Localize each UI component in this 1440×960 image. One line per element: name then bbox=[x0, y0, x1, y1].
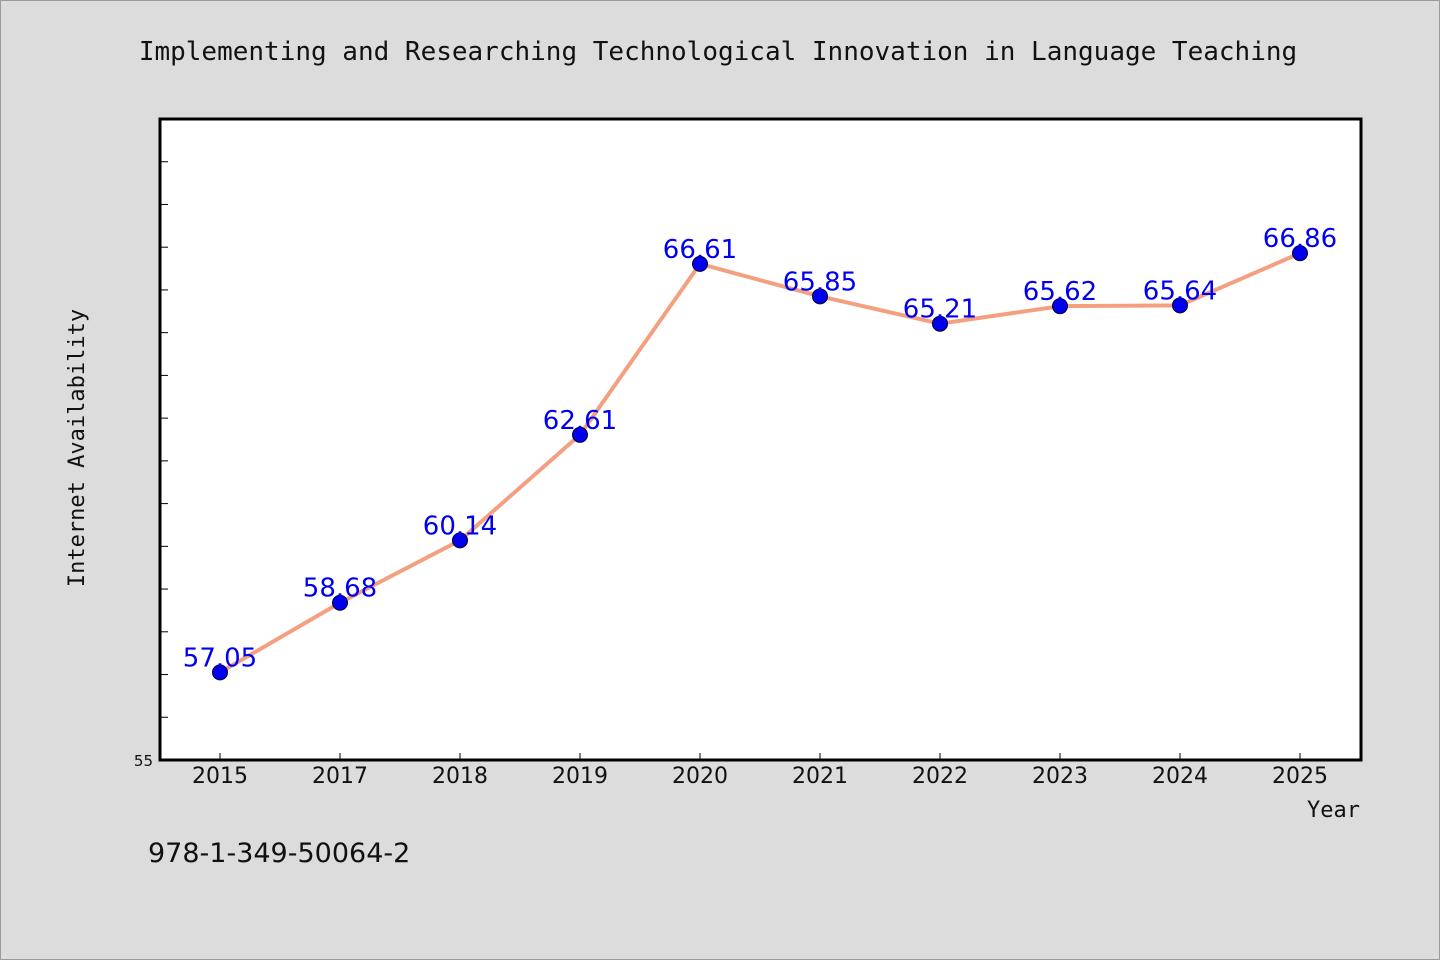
data-point-marker bbox=[452, 532, 468, 549]
x-tick-label: 2015 bbox=[192, 764, 248, 789]
x-tick-label: 2022 bbox=[912, 764, 968, 789]
series-markers bbox=[212, 245, 1308, 681]
data-point-marker bbox=[572, 426, 588, 443]
y-axis-ticks bbox=[160, 161, 168, 718]
data-label: 57.05 bbox=[183, 643, 257, 673]
data-point-marker bbox=[1292, 245, 1308, 262]
x-tick-label: 2020 bbox=[672, 764, 728, 789]
data-labels: 57.05 58.68 60.14 62.61 66.61 65.85 65.21 65.62… bbox=[183, 224, 1337, 673]
x-axis-ticks: 2015 2017 2018 2019 2020 2021 2022 2023 2024 2025 bbox=[192, 753, 1328, 789]
data-point-marker bbox=[1172, 297, 1188, 314]
data-label: 65.21 bbox=[903, 295, 977, 325]
x-tick-label: 2017 bbox=[312, 764, 368, 789]
x-tick-label: 2024 bbox=[1152, 764, 1208, 789]
data-point-marker bbox=[812, 288, 828, 305]
y-axis-title: Internet Availability bbox=[65, 309, 90, 587]
chart-title: Implementing and Researching Technologic… bbox=[139, 37, 1297, 67]
x-tick-label: 2021 bbox=[792, 764, 848, 789]
data-point-marker bbox=[1052, 298, 1068, 315]
data-label: 60.14 bbox=[423, 511, 497, 541]
data-label: 65.85 bbox=[783, 267, 857, 297]
data-point-marker bbox=[212, 664, 228, 681]
data-point-marker bbox=[692, 255, 708, 272]
plot-area bbox=[158, 117, 1363, 762]
y-tick-label-min: 55 bbox=[134, 752, 153, 770]
data-label: 58.68 bbox=[303, 574, 377, 604]
series-line bbox=[218, 251, 1301, 675]
data-label: 66.61 bbox=[663, 235, 737, 265]
data-label: 66.86 bbox=[1263, 224, 1337, 254]
data-label: 65.64 bbox=[1143, 276, 1217, 306]
x-tick-label: 2018 bbox=[432, 764, 488, 789]
x-tick-label: 2023 bbox=[1032, 764, 1088, 789]
x-tick-label: 2019 bbox=[552, 764, 608, 789]
x-tick-label: 2025 bbox=[1272, 764, 1328, 789]
isbn-text: 978-1-349-50064-2 bbox=[148, 838, 410, 869]
data-point-marker bbox=[332, 594, 348, 611]
data-label: 65.62 bbox=[1023, 277, 1097, 307]
x-axis-title: Year bbox=[1307, 798, 1360, 823]
data-point-marker bbox=[932, 315, 948, 332]
data-label: 62.61 bbox=[543, 406, 617, 436]
